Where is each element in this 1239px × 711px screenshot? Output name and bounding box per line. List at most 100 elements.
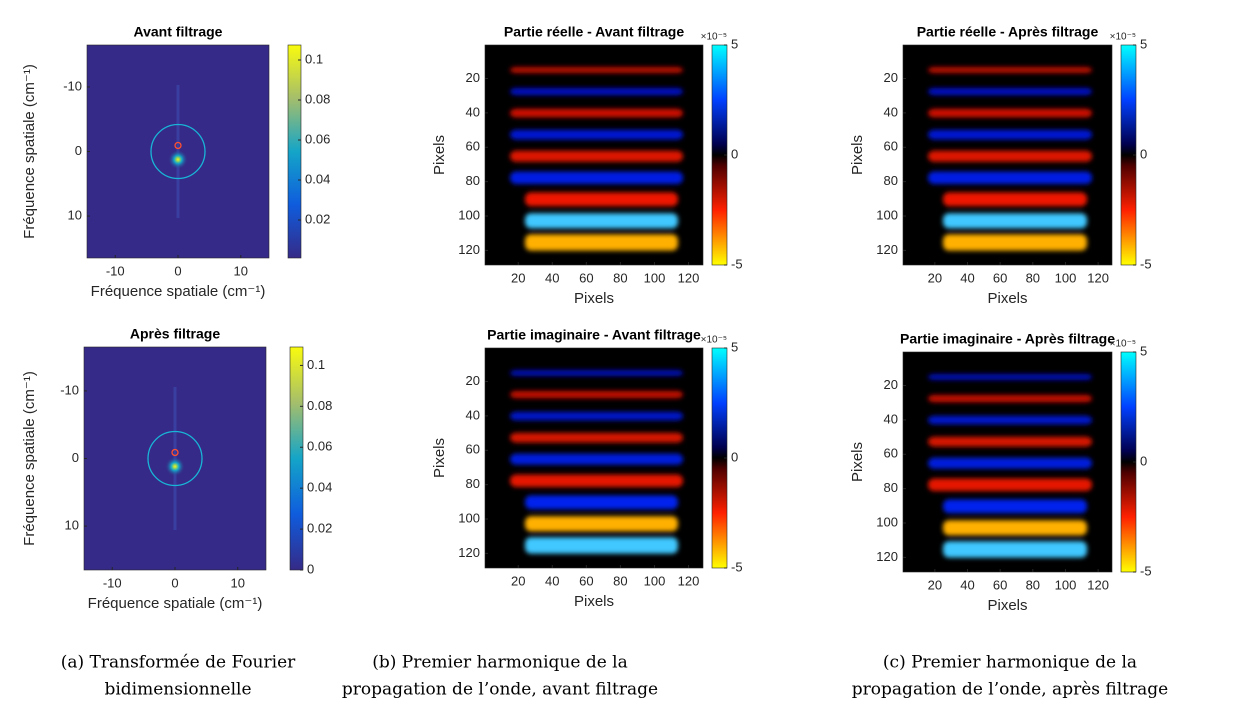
x-tick-label: 20 (511, 270, 525, 285)
stripe (928, 436, 1092, 447)
colorbar-exponent: ×10⁻⁵ (1110, 339, 1136, 350)
x-tick-label: 10 (234, 263, 248, 278)
caption: propagation de l’onde, avant filtrage (342, 680, 658, 700)
colorbar-exponent: ×10⁻⁵ (701, 335, 727, 346)
x-tick-label: 10 (231, 575, 245, 590)
caption: bidimensionnelle (104, 680, 251, 700)
y-tick-label: 80 (884, 173, 898, 188)
y-tick-label: 120 (876, 549, 898, 564)
colorbar-tick-label: 0.1 (307, 357, 325, 372)
x-tick-label: 80 (613, 573, 627, 588)
y-axis-label: Fréquence spatiale (cm⁻¹) (21, 371, 38, 546)
stripe (943, 192, 1087, 207)
stripe (510, 171, 683, 184)
image-panel (83, 346, 267, 571)
x-tick-label: 120 (678, 270, 700, 285)
colorbar-tick-label: -5 (1140, 256, 1152, 271)
filter-circle (150, 123, 206, 180)
stripes (928, 374, 1092, 558)
x-tick-label: 0 (174, 263, 181, 278)
x-tick-label: 60 (993, 577, 1007, 592)
x-tick-label: 40 (960, 577, 974, 592)
stripes (510, 67, 683, 251)
colorbar-tick-label: 0.04 (305, 171, 330, 186)
y-tick-label: 20 (466, 70, 480, 85)
stripe (928, 87, 1092, 96)
colorbar-exponent: ×10⁻⁵ (1110, 32, 1136, 43)
y-tick-label: 40 (466, 104, 480, 119)
y-axis-label: Pixels (431, 438, 448, 478)
stripe (510, 150, 683, 162)
colorbar-tick-label: 0.08 (305, 91, 330, 106)
colorbar-tick-label: 0.08 (307, 398, 332, 413)
axes-frame (902, 44, 1113, 266)
stripe (928, 129, 1092, 140)
stripe (928, 374, 1092, 380)
colorbar-tick-label: 0.04 (307, 480, 332, 495)
colorbar-exponent: ×10⁻⁵ (701, 32, 727, 43)
x-tick-label: 40 (960, 270, 974, 285)
x-tick-label: 100 (1055, 270, 1077, 285)
x-tick-label: 60 (993, 270, 1007, 285)
stripe (510, 129, 683, 140)
caption: (a) Transformée de Fourier (61, 653, 296, 673)
y-tick-label: 40 (466, 407, 480, 422)
panel-title: Partie imaginaire - Après filtrage (900, 331, 1115, 347)
colorbar-tick-label: 0.06 (305, 131, 330, 146)
stripes (928, 67, 1092, 251)
stripes (510, 370, 683, 554)
x-tick-label: 20 (928, 577, 942, 592)
y-axis-label: Pixels (849, 135, 866, 175)
y-tick-label: 60 (884, 139, 898, 154)
stripe (943, 499, 1087, 514)
x-axis-label: Fréquence spatiale (cm⁻¹) (88, 595, 263, 612)
y-tick-label: 60 (884, 446, 898, 461)
x-tick-label: 40 (545, 573, 559, 588)
caption: (c) Premier harmonique de la (883, 653, 1137, 673)
stripe (510, 474, 683, 487)
stripe (928, 478, 1092, 491)
colorbar-tick-label: -5 (1140, 563, 1152, 578)
x-tick-label: -10 (103, 575, 122, 590)
colorbar-tick-label: 5 (1140, 36, 1147, 51)
x-tick-label: -10 (106, 263, 125, 278)
y-tick-label: 100 (876, 207, 898, 222)
stripe (510, 432, 683, 443)
stripe (510, 390, 683, 399)
image-panel (484, 44, 704, 266)
axes-frame (902, 351, 1113, 573)
y-tick-label: -10 (60, 382, 79, 397)
colorbar-tick-label: 5 (731, 36, 738, 51)
stripe (510, 453, 683, 465)
colorbar-tick-label: 0 (731, 449, 738, 464)
x-tick-label: 100 (1055, 577, 1077, 592)
x-tick-label: 20 (511, 573, 525, 588)
stripe (943, 541, 1087, 558)
y-tick-label: 120 (458, 242, 480, 257)
colorbar-tick-label: 5 (1140, 343, 1147, 358)
x-tick-label: 60 (579, 270, 593, 285)
colorbar-tick-label: -5 (731, 256, 743, 271)
image-panel (86, 44, 270, 259)
filter-circle (147, 430, 203, 487)
y-axis-label: Fréquence spatiale (cm⁻¹) (21, 64, 38, 239)
y-tick-label: 100 (458, 510, 480, 525)
x-tick-label: 40 (545, 270, 559, 285)
colorbar-tick-label: 0 (1140, 453, 1147, 468)
colorbar-tick-label: 5 (731, 339, 738, 354)
stripe (525, 537, 678, 554)
stripe (928, 394, 1092, 403)
x-tick-label: 80 (613, 270, 627, 285)
stripe (928, 150, 1092, 162)
colorbar-tick-label: 0.02 (305, 211, 330, 226)
stripe (510, 108, 683, 118)
y-tick-label: 20 (884, 377, 898, 392)
stripe (510, 411, 683, 421)
caption: propagation de l’onde, après filtrage (852, 680, 1168, 700)
axes-frame (484, 44, 704, 266)
y-tick-label: 0 (75, 143, 82, 158)
x-axis-label: Pixels (987, 597, 1027, 614)
stripe (928, 415, 1092, 425)
colorbar (287, 44, 302, 259)
y-tick-label: 100 (876, 514, 898, 529)
